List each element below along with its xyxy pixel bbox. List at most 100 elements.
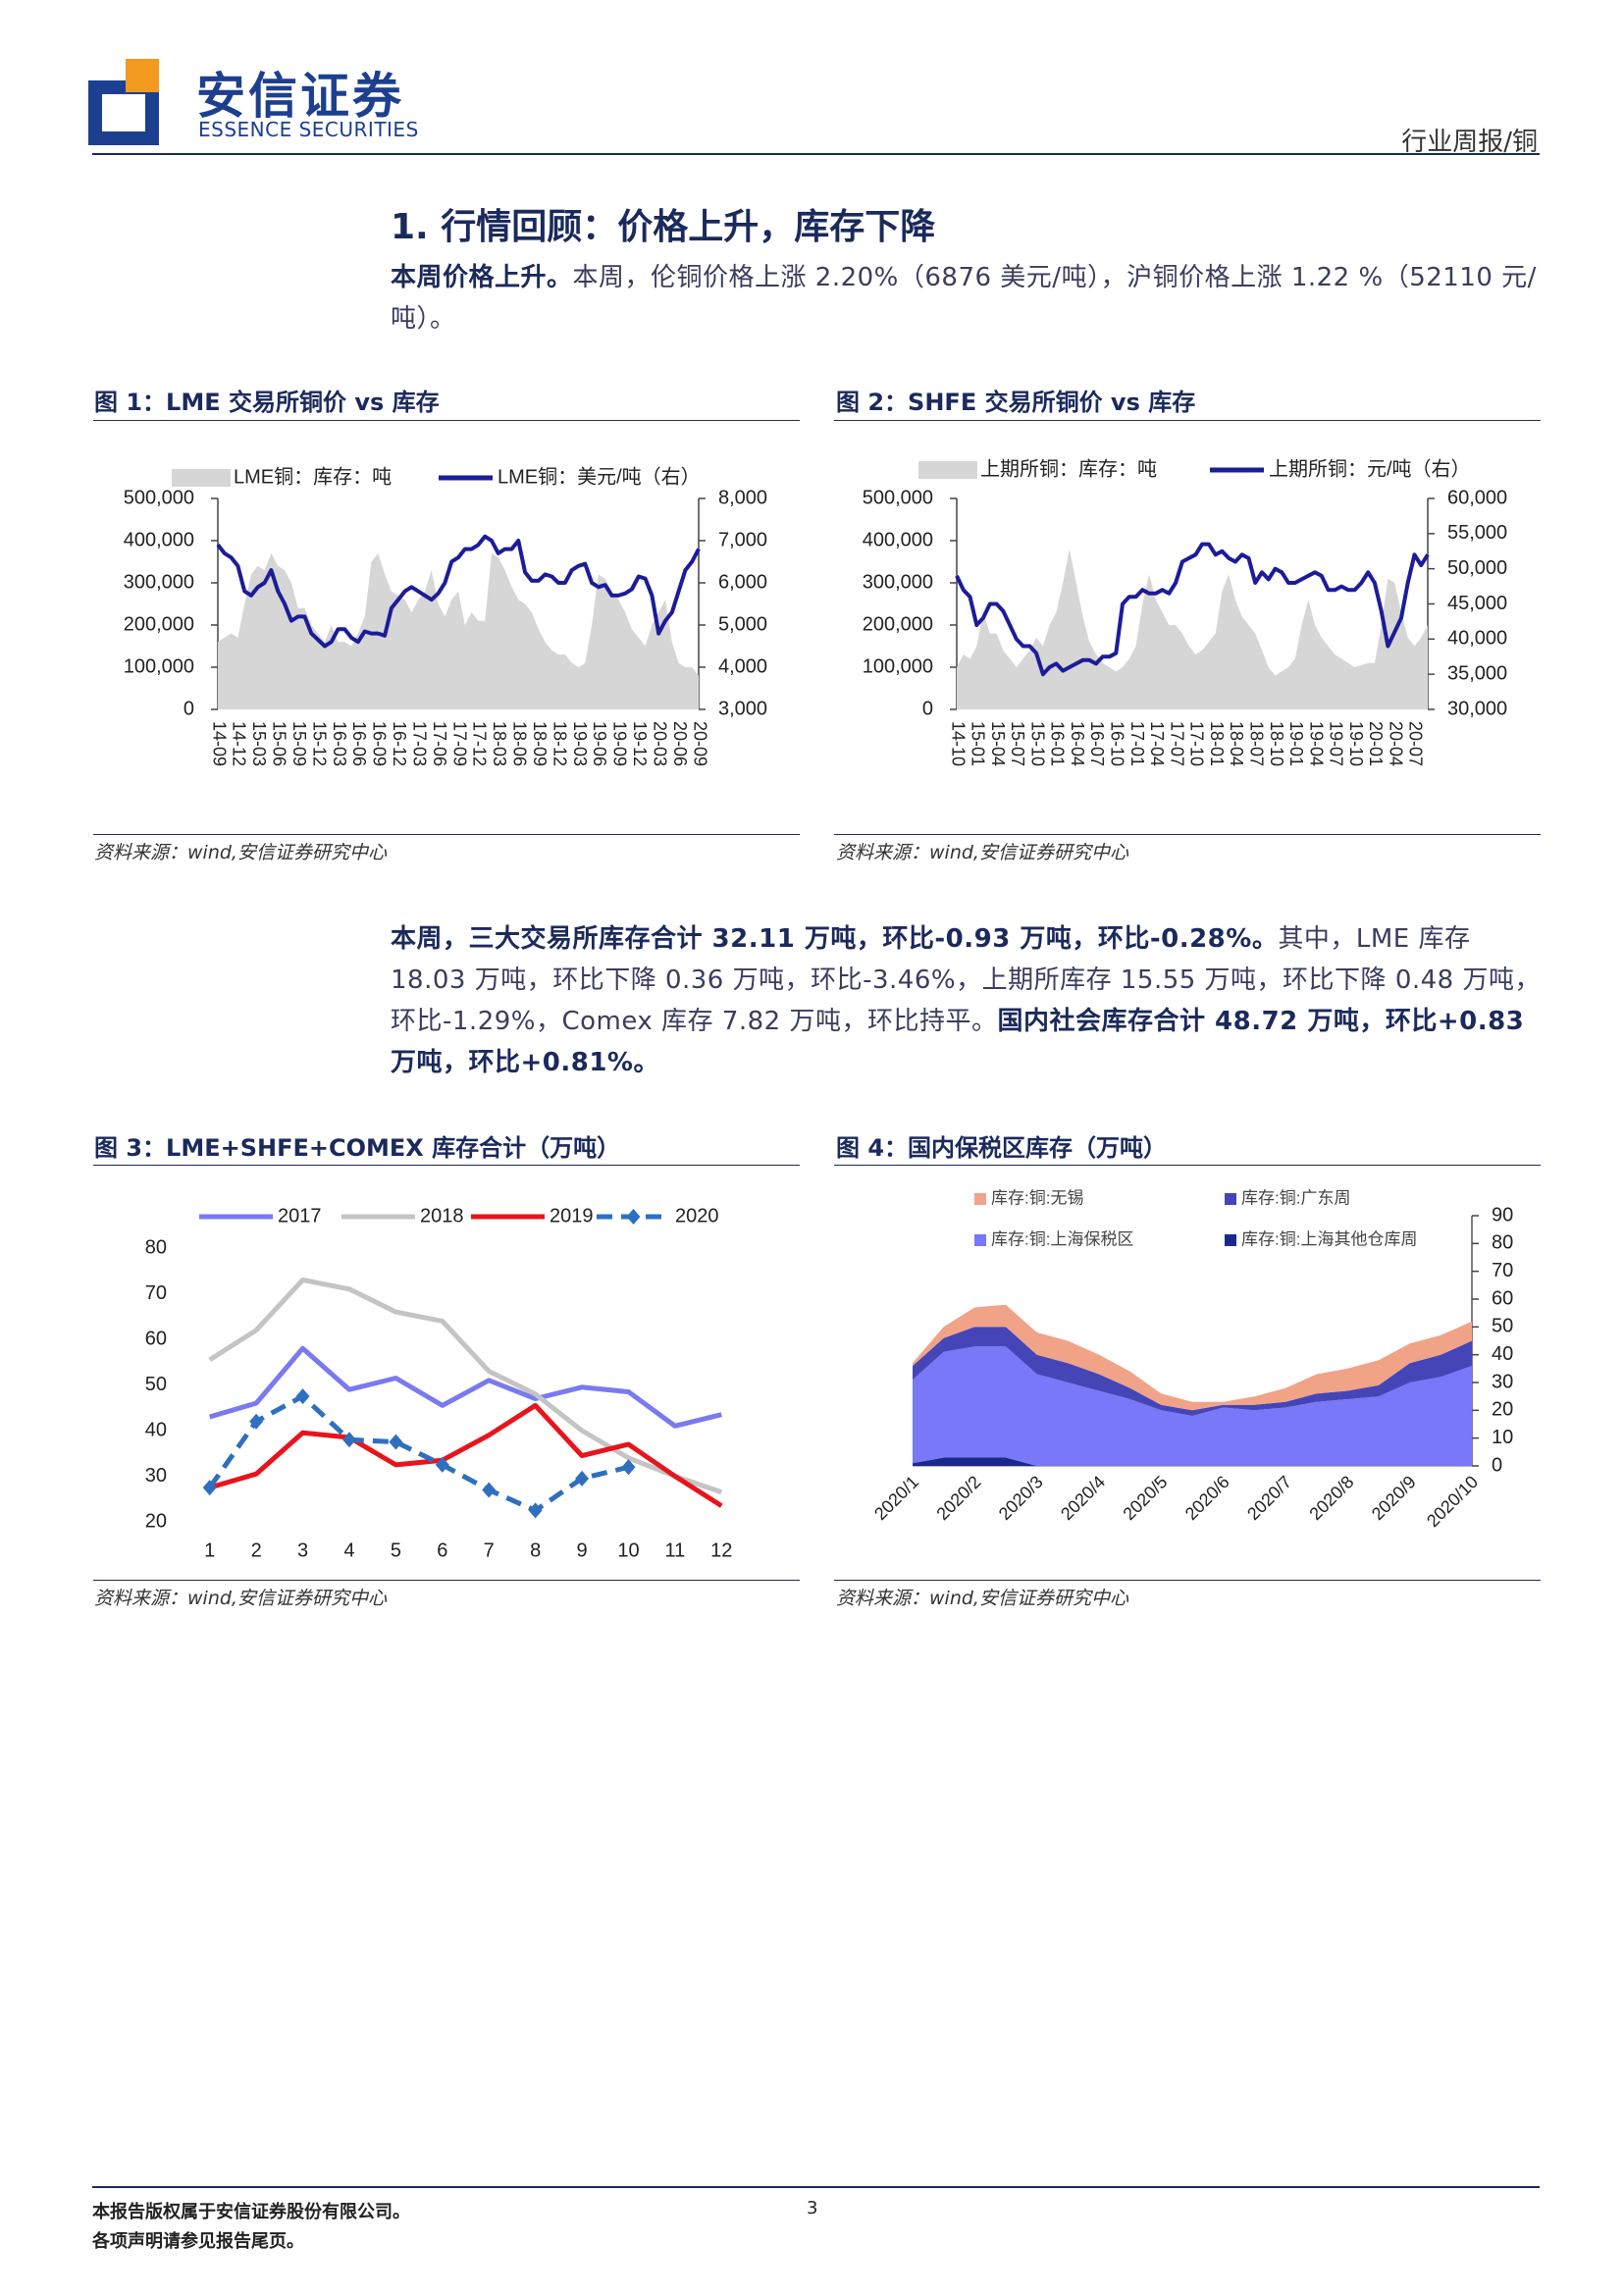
x-tick-label: 16-07 (1087, 721, 1107, 766)
x-tick-label: 11 (664, 1539, 685, 1561)
x-tick-label: 19-04 (1306, 721, 1326, 766)
marker (528, 1502, 543, 1519)
x-tick-label: 2020/5 (1119, 1472, 1171, 1524)
section-title: 1. 行情回顾：价格上升，库存下降 (391, 207, 936, 247)
y2-tick-label: 8,000 (718, 487, 767, 508)
x-tick-label: 15-01 (969, 721, 988, 766)
figure-source: 资料来源：wind,安信证券研究中心 (836, 842, 1128, 863)
figure-source: 资料来源：wind,安信证券研究中心 (836, 1588, 1128, 1609)
logo-orange (126, 59, 159, 92)
notice: 各项声明请参见报告尾页。 (92, 2231, 304, 2252)
x-tick-label: 19-01 (1286, 721, 1306, 766)
y-tick-label: 200,000 (124, 613, 194, 635)
x-tick-label: 15-12 (309, 721, 329, 766)
x-tick-label: 16-03 (330, 721, 349, 766)
figure-rule (834, 834, 1541, 835)
x-tick-label: 2020/1 (870, 1472, 922, 1524)
paragraph: 本周，三大交易所库存合计 32.11 万吨，环比-0.93 万吨，环比-0.28… (391, 918, 1541, 1083)
y-tick-label: 40 (145, 1419, 167, 1440)
x-tick-label: 15-06 (270, 721, 289, 766)
legend-label: 2018 (420, 1205, 464, 1226)
y2-tick-label: 60 (1492, 1287, 1513, 1309)
x-tick-label: 14-12 (230, 721, 249, 766)
y2-tick-label: 80 (1492, 1232, 1513, 1254)
x-tick-label: 19-12 (630, 721, 650, 766)
legend-label: 库存:铜:上海其他仓库周 (1241, 1229, 1417, 1248)
figure-source: 资料来源：wind,安信证券研究中心 (94, 1588, 387, 1609)
x-tick-label: 2020/2 (932, 1472, 984, 1524)
area (957, 548, 1428, 709)
header-rule (92, 153, 1540, 155)
line (955, 542, 1430, 677)
text-run: 本周，三大交易所库存合计 32.11 万吨，环比-0.93 万吨，环比-0.28… (391, 924, 1279, 954)
y-tick-label: 300,000 (863, 571, 933, 593)
x-tick-label: 5 (391, 1539, 401, 1561)
x-tick-label: 18-12 (550, 721, 569, 766)
x-tick-label: 2020/4 (1057, 1472, 1109, 1524)
y2-tick-label: 3,000 (718, 698, 767, 719)
y-tick-label: 80 (145, 1236, 167, 1258)
x-tick-label: 18-09 (530, 721, 550, 766)
legend-swatch (974, 1234, 986, 1246)
y-tick-label: 60 (145, 1328, 167, 1349)
y2-tick-label: 4,000 (718, 655, 767, 677)
x-tick-label: 2020/9 (1368, 1472, 1420, 1524)
area (913, 1327, 1472, 1416)
figure-rule (93, 1165, 800, 1166)
x-tick-label: 18-07 (1246, 721, 1266, 766)
marker (575, 1470, 590, 1487)
x-tick-label: 17-09 (449, 721, 469, 766)
legend-label: 库存:铜:无锡 (991, 1188, 1083, 1207)
logo-mark (88, 59, 159, 145)
legend-swatch (1225, 1234, 1236, 1246)
y2-tick-label: 50 (1492, 1316, 1513, 1337)
y2-tick-label: 0 (1492, 1454, 1502, 1476)
figure-rule (834, 1580, 1541, 1581)
marker (621, 1459, 636, 1476)
x-tick-label: 17-01 (1127, 721, 1147, 766)
text-run: 本周价格上升。 (391, 263, 573, 292)
x-tick-label: 14-09 (209, 721, 229, 766)
figure-title: 图 1：LME 交易所铜价 vs 库存 (94, 389, 440, 416)
marker (249, 1413, 264, 1430)
paragraph: 本周价格上升。本周，伦铜价格上涨 2.20%（6876 美元/吨），沪铜价格上涨… (391, 257, 1541, 339)
x-tick-label: 2020/10 (1423, 1472, 1482, 1531)
x-tick-label: 15-07 (1008, 721, 1027, 766)
x-tick-label: 19-06 (590, 721, 609, 766)
x-tick-label: 19-09 (610, 721, 630, 766)
x-tick-label: 2020/3 (995, 1472, 1047, 1524)
figure-title: 图 4：国内保税区库存（万吨） (836, 1134, 1168, 1162)
x-tick-label: 2020/7 (1243, 1472, 1295, 1524)
page-number: 3 (807, 2198, 818, 2218)
area (913, 1346, 1472, 1466)
y2-tick-label: 45,000 (1447, 593, 1507, 614)
x-tick-label: 3 (297, 1539, 308, 1561)
x-tick-label: 20-06 (670, 721, 690, 766)
legend-label: LME铜：美元/吨（右） (498, 465, 701, 488)
y2-tick-label: 35,000 (1447, 662, 1507, 684)
x-tick-label: 18-06 (510, 721, 530, 766)
area (913, 1304, 1472, 1411)
x-tick-label: 7 (484, 1539, 495, 1561)
x-tick-label: 14-10 (948, 721, 968, 766)
x-tick-label: 19-07 (1327, 721, 1346, 766)
x-tick-label: 16-12 (390, 721, 409, 766)
y-tick-label: 200,000 (863, 613, 933, 635)
legend-swatch (1225, 1193, 1236, 1205)
y-tick-label: 20 (145, 1510, 167, 1532)
report-category: 行业周报/铜 (1401, 128, 1538, 157)
y-tick-label: 100,000 (124, 655, 194, 677)
legend-label: 上期所铜：库存：吨 (980, 457, 1157, 480)
legend-label: 2019 (550, 1205, 594, 1226)
legend-label: 上期所铜：元/吨（右） (1269, 457, 1471, 480)
x-tick-label: 18-04 (1227, 721, 1246, 766)
company-en: ESSENCE SECURITIES (198, 118, 419, 141)
legend-label: 2020 (675, 1205, 719, 1226)
figure-rule (93, 1580, 800, 1581)
y-tick-label: 100,000 (863, 655, 933, 677)
x-tick-label: 20-07 (1406, 721, 1426, 766)
legend-label: 2017 (278, 1205, 322, 1226)
y-tick-label: 300,000 (124, 571, 194, 593)
x-tick-label: 17-10 (1187, 721, 1207, 766)
